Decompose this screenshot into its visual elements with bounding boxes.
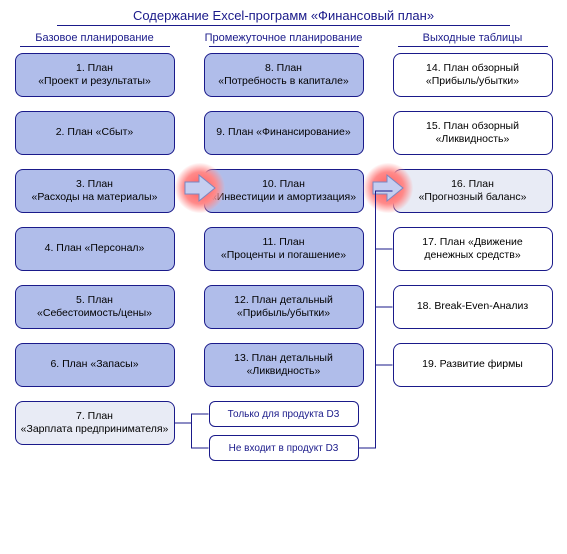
box-9: 9. План «Финансирование» xyxy=(204,111,364,155)
diagram-title: Содержание Excel-программ «Финансовый пл… xyxy=(0,0,567,25)
flow-arrow-1 xyxy=(175,163,225,213)
box-11: 11. План«Проценты и погашение» xyxy=(204,227,364,271)
box-10: 10. План«Инвестиции и амортизация» xyxy=(204,169,364,213)
column-1-header: Базовое планирование xyxy=(35,32,153,44)
column-2-underline xyxy=(209,46,359,47)
column-1-underline xyxy=(20,46,170,47)
box-12: 12. План детальный«Прибыль/убытки» xyxy=(204,285,364,329)
box-3: 3. План«Расходы на материалы» xyxy=(15,169,175,213)
column-1: Базовое планирование 1. План«Проект и ре… xyxy=(10,32,180,469)
box-14: 14. План обзорный«Прибыль/убытки» xyxy=(393,53,553,97)
box-5: 5. План«Себестоимость/цены» xyxy=(15,285,175,329)
box-7: 7. План«Зарплата предпринимателя» xyxy=(15,401,175,445)
column-2-header: Промежуточное планирование xyxy=(205,32,363,44)
column-2: Промежуточное планирование 8. План«Потре… xyxy=(199,32,369,469)
columns-container: Базовое планирование 1. План«Проект и ре… xyxy=(0,32,567,469)
flow-arrow-2 xyxy=(363,163,413,213)
box-18: 18. Break-Even-Анализ xyxy=(393,285,553,329)
box-8: 8. План«Потребность в капитале» xyxy=(204,53,364,97)
column-3-underline xyxy=(398,46,548,47)
title-underline xyxy=(57,25,511,26)
column-3-header: Выходные таблицы xyxy=(423,32,523,44)
box-16: 16. План«Прогнозный баланс» xyxy=(393,169,553,213)
box-4: 4. План «Персонал» xyxy=(15,227,175,271)
box-13: 13. План детальный«Ликвидность» xyxy=(204,343,364,387)
note-1: Только для продукта D3 xyxy=(209,401,359,427)
box-2: 2. План «Сбыт» xyxy=(15,111,175,155)
box-17: 17. План «Движение денежных средств» xyxy=(393,227,553,271)
box-6: 6. План «Запасы» xyxy=(15,343,175,387)
column-3: Выходные таблицы 14. План обзорный«Прибы… xyxy=(388,32,558,469)
note-2: Не входит в продукт D3 xyxy=(209,435,359,461)
box-15: 15. План обзорный«Ликвидность» xyxy=(393,111,553,155)
arrow-right-icon xyxy=(183,173,217,203)
box-1: 1. План«Проект и результаты» xyxy=(15,53,175,97)
arrow-right-icon xyxy=(371,173,405,203)
box-19: 19. Развитие фирмы xyxy=(393,343,553,387)
